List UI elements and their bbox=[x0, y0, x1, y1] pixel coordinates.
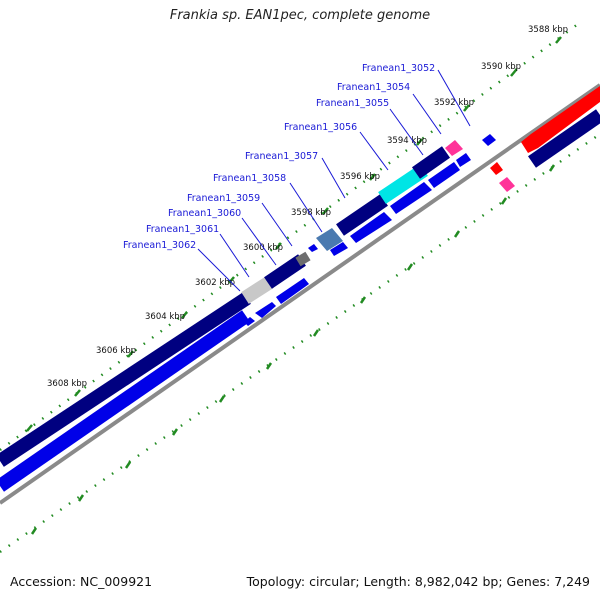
darkgray-small bbox=[295, 251, 311, 267]
tick-label-3598: 3598 kbp bbox=[291, 208, 331, 218]
gene-label-3054: Franean1_3054 bbox=[337, 82, 410, 93]
gene-label-3055: Franean1_3055 bbox=[316, 98, 389, 109]
gene-label-3061: Franean1_3061 bbox=[146, 224, 219, 235]
backbone-line bbox=[0, 83, 600, 505]
navy-gene-upper-1 bbox=[336, 194, 388, 236]
tick-label-3590: 3590 kbp bbox=[481, 62, 521, 72]
red-rna-band bbox=[521, 86, 600, 153]
forward-genes bbox=[244, 134, 496, 326]
label-leaders bbox=[197, 69, 471, 292]
outer-major-ticks bbox=[26, 36, 562, 432]
gene-label-3056: Franean1_3056 bbox=[284, 122, 357, 133]
pseudo-segment bbox=[241, 276, 274, 304]
navy-band-right bbox=[528, 109, 600, 168]
tick-label-3592: 3592 kbp bbox=[434, 98, 474, 108]
navy-segment-mid bbox=[264, 254, 306, 289]
tick-label-3588: 3588 kbp bbox=[528, 25, 568, 35]
tick-label-3606: 3606 kbp bbox=[96, 346, 136, 356]
navy-gene-upper-2 bbox=[411, 146, 451, 179]
topology-text: Topology: circular; Length: 8,982,042 bp… bbox=[246, 574, 590, 589]
inner-major-ticks bbox=[30, 164, 556, 535]
tick-label-3604: 3604 kbp bbox=[145, 312, 185, 322]
inner-dotted-track bbox=[0, 132, 600, 554]
cyan-gene bbox=[378, 164, 428, 204]
pink-gene-upper bbox=[445, 140, 463, 156]
tick-label-3602: 3602 kbp bbox=[195, 278, 235, 288]
tick-label-3608: 3608 kbp bbox=[47, 379, 87, 389]
map-title: Frankia sp. EAN1pec, complete genome bbox=[169, 8, 431, 23]
pink-gene-lower bbox=[499, 177, 515, 192]
navy-band-left bbox=[0, 292, 251, 467]
gene-label-3057: Franean1_3057 bbox=[245, 151, 318, 162]
gene-label-3058: Franean1_3058 bbox=[213, 173, 286, 184]
tick-label-3594: 3594 kbp bbox=[387, 136, 427, 146]
gene-label-3059: Franean1_3059 bbox=[187, 193, 260, 204]
accession-text: Accession: NC_009921 bbox=[10, 574, 153, 589]
steel-gene bbox=[316, 228, 343, 251]
blue-band-left bbox=[0, 310, 250, 492]
gene-label-3062: Franean1_3062 bbox=[123, 240, 196, 251]
tick-label-3596: 3596 kbp bbox=[340, 172, 380, 182]
small-red-gene bbox=[490, 162, 503, 175]
tick-label-3600: 3600 kbp bbox=[243, 243, 283, 253]
gene-label-3052: Franean1_3052 bbox=[362, 63, 435, 74]
gene-label-3060: Franean1_3060 bbox=[168, 208, 241, 219]
